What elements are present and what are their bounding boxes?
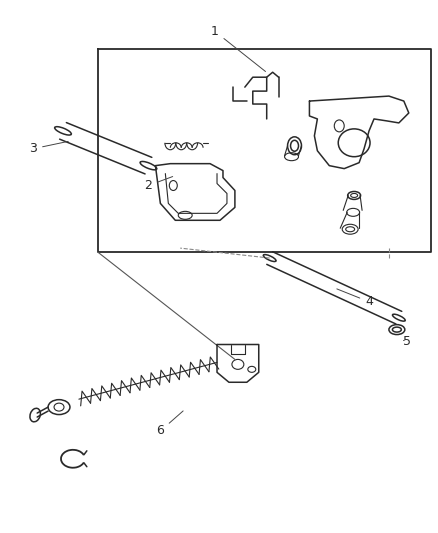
- Text: 3: 3: [29, 141, 68, 155]
- Text: 4: 4: [336, 289, 372, 308]
- Text: 6: 6: [156, 411, 183, 438]
- Text: 1: 1: [211, 25, 265, 71]
- Text: 5: 5: [402, 335, 410, 348]
- Text: 2: 2: [144, 176, 172, 192]
